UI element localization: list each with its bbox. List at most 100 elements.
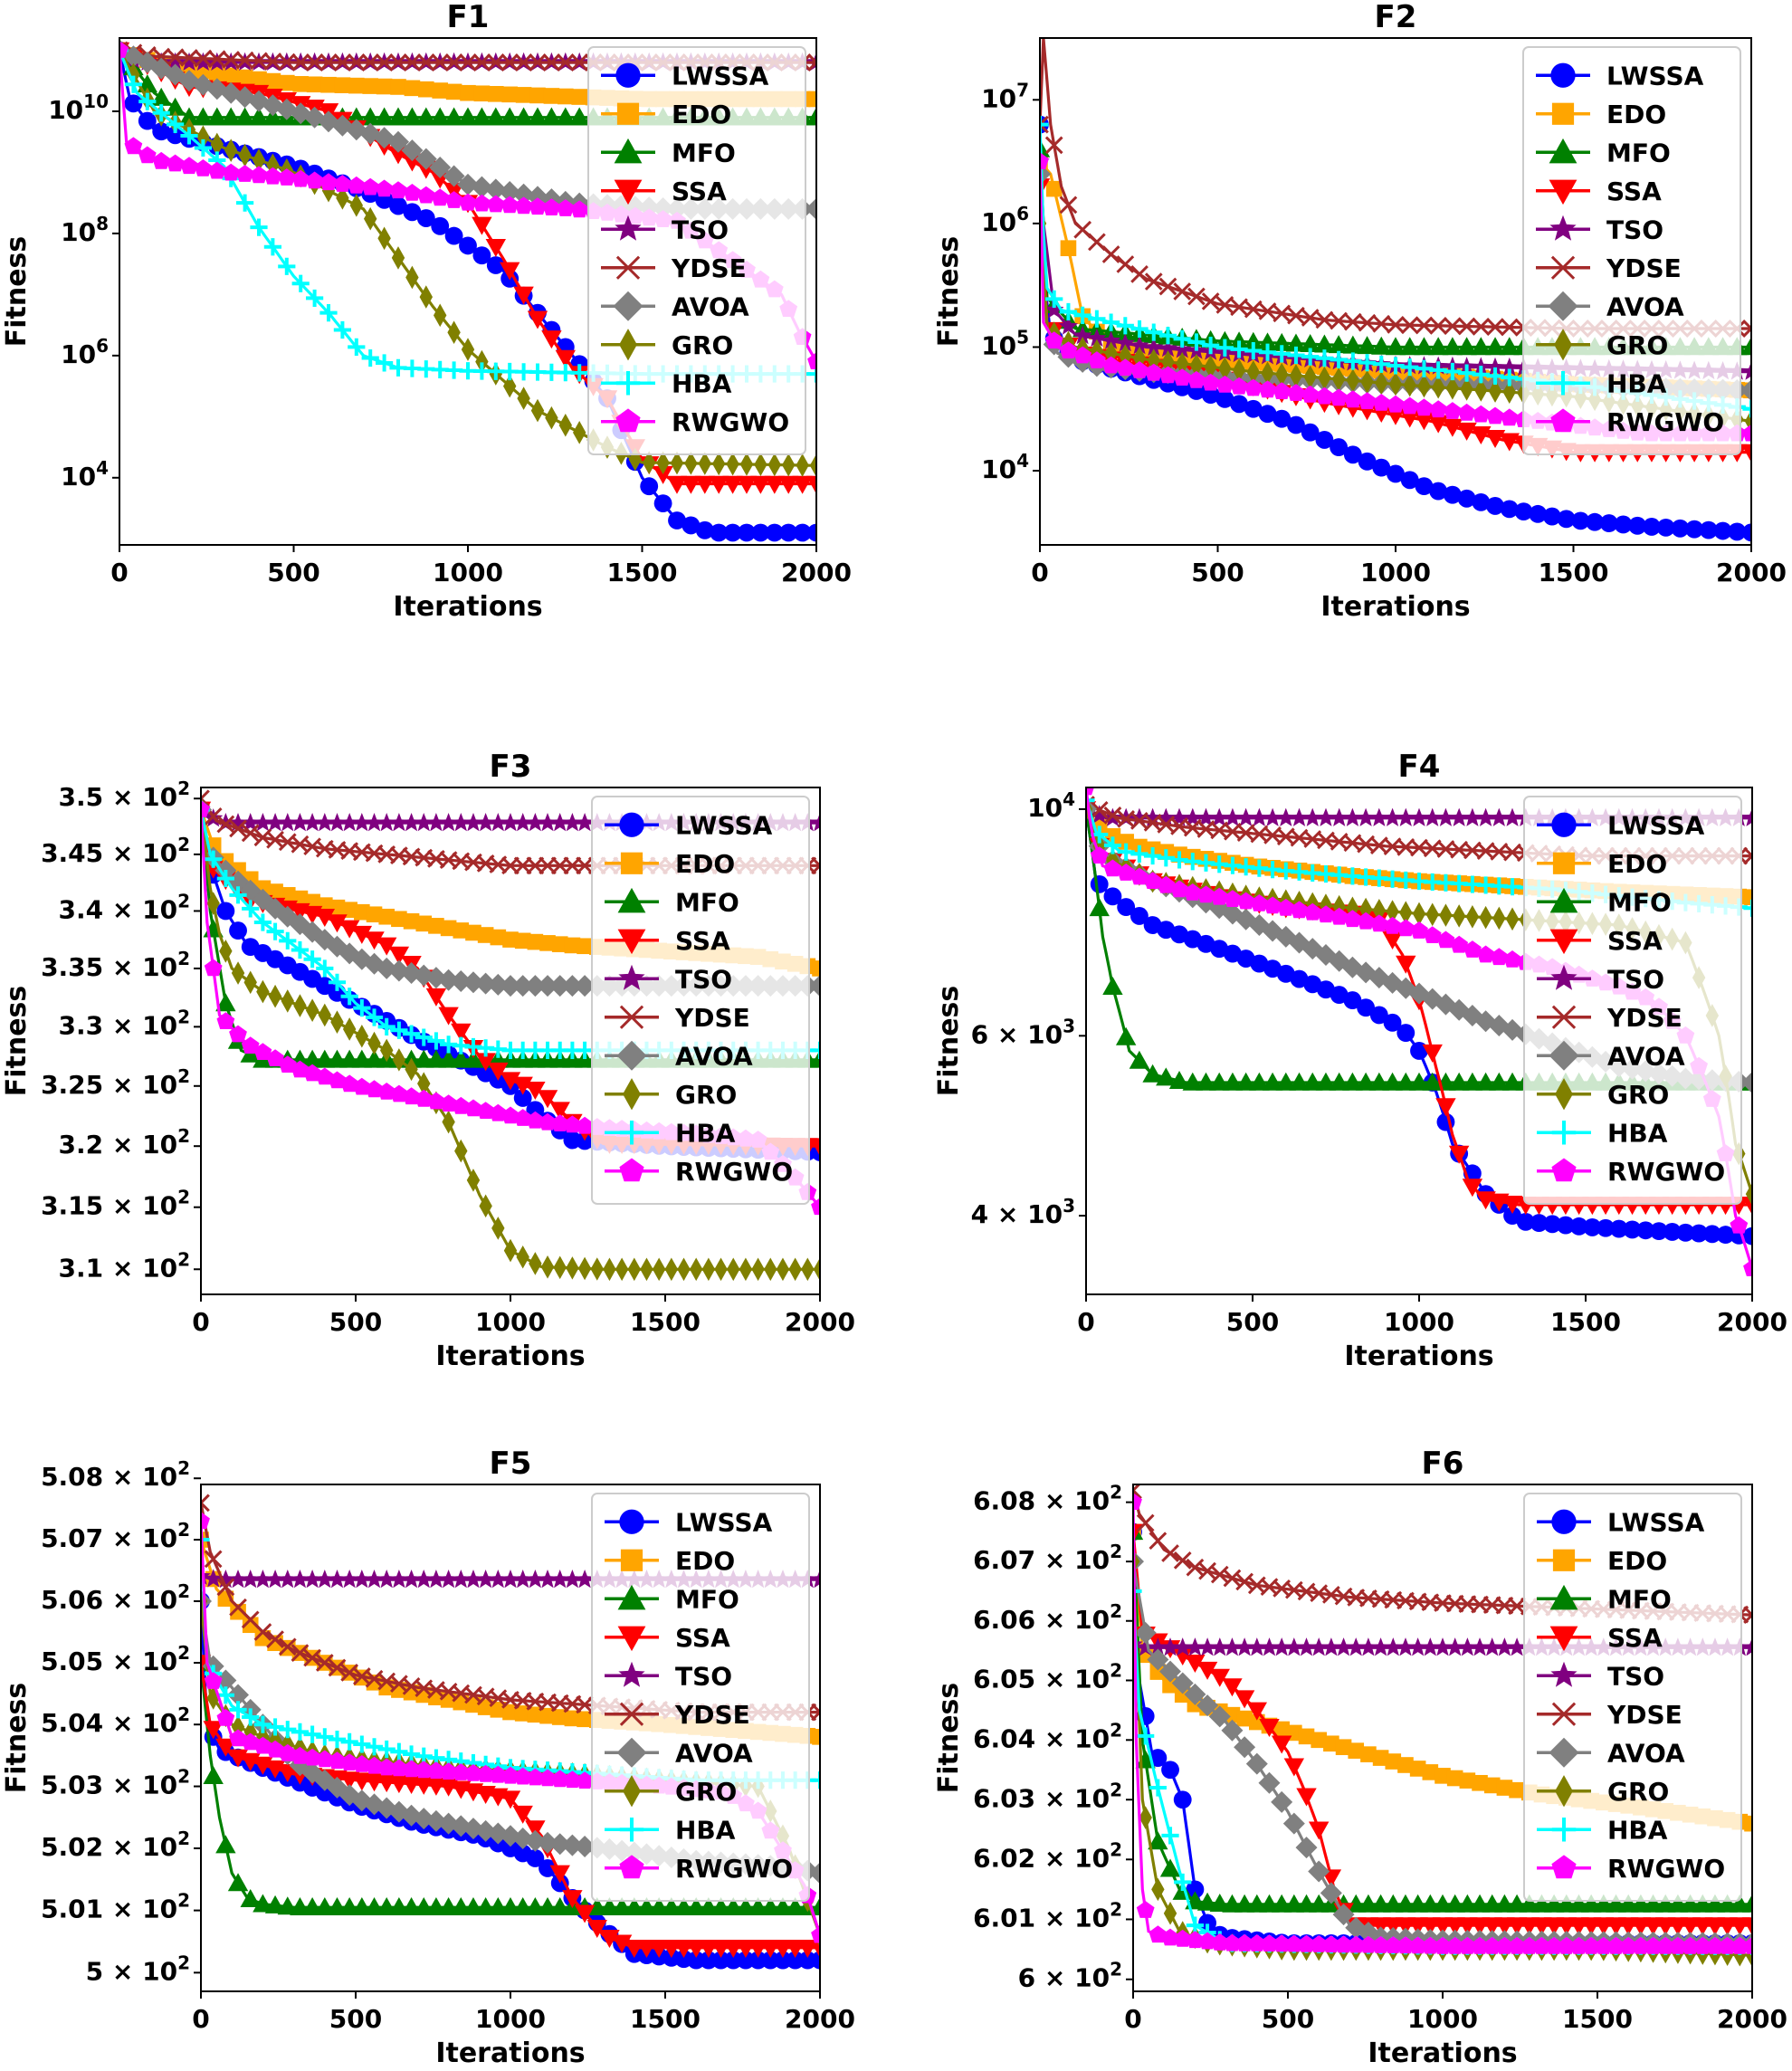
series-marker-gro <box>652 1257 666 1282</box>
series-marker-ssa <box>681 475 701 494</box>
series-marker-hba <box>1116 317 1134 335</box>
series-marker-lwssa <box>389 196 407 215</box>
legend-label: AVOA <box>672 291 749 321</box>
series-marker-tso <box>1169 807 1189 826</box>
series-marker-hba <box>1161 1827 1179 1845</box>
series-marker-lwssa <box>459 236 477 255</box>
series-marker-lwssa <box>1713 521 1732 540</box>
series-marker-ydse <box>315 1654 334 1672</box>
series-marker-mfo <box>415 107 436 126</box>
legend-marker-hba <box>619 1121 644 1145</box>
series-marker-gro <box>1372 898 1387 922</box>
series-marker-mfo <box>1499 337 1520 356</box>
legend-label: MFO <box>1607 887 1672 917</box>
series-marker-gro <box>577 1256 592 1281</box>
series-marker-lwssa <box>526 1849 545 1867</box>
series-marker-mfo <box>1228 331 1250 350</box>
series-marker-mfo <box>1129 1050 1150 1069</box>
series-marker-ydse <box>291 1644 310 1662</box>
y-tick-exponent: 2 <box>177 1642 190 1664</box>
series-marker-tso <box>1485 357 1505 376</box>
series-marker-ydse <box>166 48 185 67</box>
y-tick-label: 5.03 × 102 <box>41 1766 190 1800</box>
series-marker-rwgwo <box>1143 872 1162 889</box>
series-marker-rwgwo <box>1693 1936 1712 1954</box>
legend-item-rwgwo: RWGWO <box>605 1157 793 1187</box>
legend-label: EDO <box>1607 849 1667 879</box>
y-tick-exponent: 2 <box>177 1704 190 1725</box>
series-marker-avoa <box>429 157 452 179</box>
series-marker-rwgwo <box>1743 1259 1752 1276</box>
series-marker-avoa <box>512 183 535 205</box>
series-marker-edo <box>1372 1750 1389 1766</box>
series-marker-tso <box>1072 326 1092 345</box>
series-marker-mfo <box>1442 337 1463 356</box>
y-tick-label: 105 <box>981 326 1029 360</box>
series-marker-gro <box>442 1110 455 1134</box>
series-marker-ydse <box>291 53 310 72</box>
series-marker-rwgwo <box>1706 1936 1724 1954</box>
series-marker-edo <box>1360 1746 1377 1762</box>
series-marker-mfo <box>1148 1831 1168 1850</box>
series-marker-ssa <box>1435 1098 1456 1117</box>
series-marker-ssa <box>1399 409 1420 428</box>
series-marker-rwgwo <box>1476 945 1495 963</box>
y-tick-exponent: 2 <box>1110 1959 1122 1980</box>
series-marker-edo <box>251 71 267 88</box>
series-marker-gro <box>517 387 530 410</box>
series-marker-avoa <box>537 975 559 997</box>
legend-label: LWSSA <box>672 61 769 91</box>
y-tick-exponent: 2 <box>1110 1541 1122 1562</box>
y-tick-exponent: 2 <box>177 1766 190 1788</box>
series-marker-rwgwo <box>1369 914 1388 932</box>
series-marker-ssa <box>500 1072 521 1091</box>
series-marker-tso <box>1130 335 1149 355</box>
series-marker-rwgwo <box>489 1765 508 1783</box>
series-marker-ydse <box>811 856 820 875</box>
series-marker-rwgwo <box>476 1102 495 1119</box>
series-gro <box>119 38 816 478</box>
legend-label: HBA <box>1607 1815 1668 1845</box>
series-marker-rwgwo <box>1490 948 1509 966</box>
legend-marker-lwssa <box>619 812 644 837</box>
series-marker-ydse <box>1343 312 1362 331</box>
series-marker-hba <box>229 886 247 904</box>
series-marker-lwssa <box>774 1951 792 1970</box>
series-marker-rwgwo <box>347 176 366 194</box>
series-marker-avoa <box>561 1834 584 1856</box>
series-marker-gro <box>405 1057 418 1082</box>
series-marker-lwssa <box>1343 445 1362 464</box>
series-marker-ydse <box>1486 318 1504 337</box>
x-tick-label: 2000 <box>785 2004 855 2034</box>
y-tick-base: 10 <box>61 462 96 492</box>
series-marker-gro <box>573 421 586 444</box>
series-marker-rwgwo <box>416 186 435 204</box>
series-marker-ydse <box>1158 277 1177 296</box>
series-marker-rwgwo <box>811 1925 820 1943</box>
series-marker-hba <box>303 1725 321 1743</box>
series-marker-tso <box>207 52 227 71</box>
series-marker-mfo <box>443 107 464 126</box>
series-marker-tso <box>1457 1637 1477 1656</box>
series-marker-edo <box>334 77 351 93</box>
y-tick-exponent: 5 <box>1016 326 1029 348</box>
chart-title: F6 <box>1422 1446 1464 1482</box>
series-marker-tso <box>1276 807 1296 826</box>
series-marker-edo <box>428 918 444 934</box>
legend-marker-mfo <box>617 1584 646 1610</box>
series-marker-ydse <box>201 1494 210 1513</box>
series-marker-avoa <box>1159 1660 1182 1683</box>
series-marker-tso <box>1494 1637 1515 1656</box>
y-tick-label: 6.05 × 102 <box>973 1659 1122 1694</box>
y-tick-label: 5.05 × 102 <box>41 1642 190 1676</box>
y-tick-exponent: 2 <box>177 1125 190 1147</box>
series-marker-ydse <box>235 51 254 70</box>
series-marker-ydse <box>347 53 366 72</box>
x-tick-label: 1500 <box>630 1307 701 1337</box>
series-marker-gro <box>801 1257 815 1282</box>
series-marker-mfo <box>1262 1072 1283 1091</box>
series-marker-ydse <box>1230 298 1248 317</box>
y-tick-label: 104 <box>61 457 109 492</box>
series-marker-mfo <box>1243 331 1263 350</box>
legend-label: RWGWO <box>1607 1854 1725 1884</box>
